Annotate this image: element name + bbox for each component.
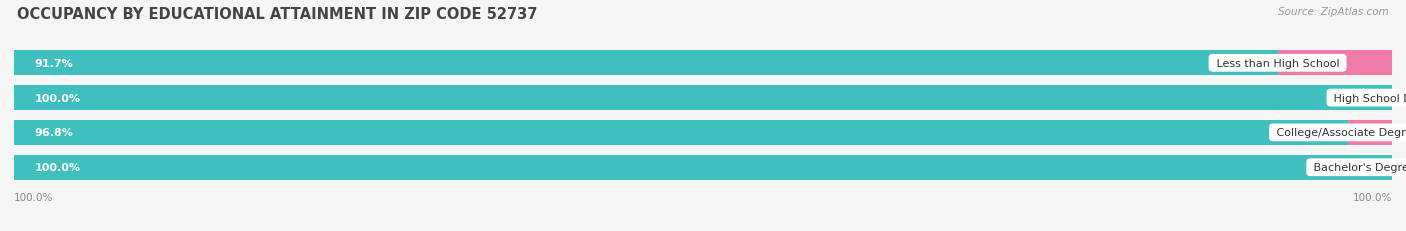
Text: Source: ZipAtlas.com: Source: ZipAtlas.com [1278,7,1389,17]
Text: 100.0%: 100.0% [14,192,53,202]
Text: OCCUPANCY BY EDUCATIONAL ATTAINMENT IN ZIP CODE 52737: OCCUPANCY BY EDUCATIONAL ATTAINMENT IN Z… [17,7,537,22]
Bar [14,86,1392,111]
Bar [14,51,1392,76]
Bar [1348,120,1392,145]
Bar [1278,51,1392,76]
Bar [14,120,1348,145]
Text: High School Diploma: High School Diploma [1330,93,1406,103]
Text: Less than High School: Less than High School [1212,58,1343,69]
Text: 91.7%: 91.7% [35,58,73,69]
Text: 100.0%: 100.0% [35,93,80,103]
Bar [14,120,1392,145]
Text: College/Associate Degree: College/Associate Degree [1272,128,1406,138]
Text: 96.8%: 96.8% [35,128,73,138]
Text: 100.0%: 100.0% [35,162,80,173]
Bar [14,155,1392,180]
Text: 100.0%: 100.0% [1353,192,1392,202]
Bar [14,86,1392,111]
Bar [14,155,1392,180]
Bar [14,51,1278,76]
Text: Bachelor's Degree or higher: Bachelor's Degree or higher [1310,162,1406,173]
